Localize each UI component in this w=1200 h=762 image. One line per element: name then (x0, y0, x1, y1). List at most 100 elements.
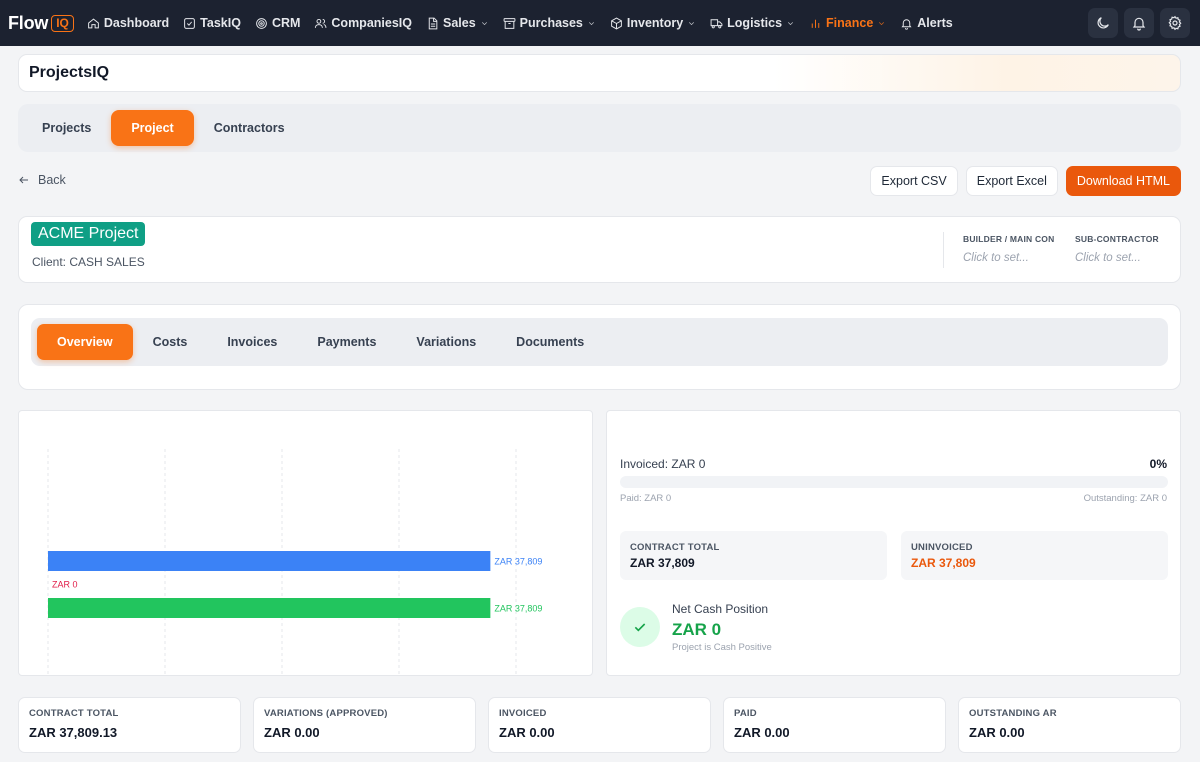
nav-item-dashboard[interactable]: Dashboard (80, 0, 176, 46)
nav-item-alerts[interactable]: Alerts (893, 0, 959, 46)
bar-value-label: ZAR 0 (52, 580, 78, 590)
subcontractor-value[interactable]: Click to set... (1075, 252, 1141, 264)
export-csv-button[interactable]: Export CSV (870, 166, 958, 196)
nav-item-purchases[interactable]: Purchases (496, 0, 603, 46)
moon-icon (1097, 17, 1109, 29)
action-buttons: Export CSV Export Excel Download HTML (870, 166, 1181, 196)
invoiced-text: Invoiced: ZAR 0 (620, 457, 706, 471)
bar-chart-icon (811, 19, 820, 28)
net-cash-status: Project is Cash Positive (672, 642, 772, 653)
overview-chart: ZAR 37,809 ZAR 0 ZAR 37,809 (18, 410, 593, 676)
gear-icon (1168, 15, 1182, 31)
contract-total-box: CONTRACT TOTAL ZAR 37,809 (620, 531, 887, 580)
truck-icon (710, 18, 723, 28)
bell-icon (1132, 17, 1146, 31)
tab-invoices[interactable]: Invoices (227, 335, 278, 349)
nav-item-finance[interactable]: Finance (802, 0, 893, 46)
notifications-button[interactable] (1124, 8, 1154, 38)
target-icon (256, 17, 267, 29)
chevron-down-icon (588, 21, 594, 25)
tab-overview[interactable]: Overview (37, 324, 133, 360)
tab-project[interactable]: Project (111, 110, 194, 146)
home-icon (88, 18, 99, 28)
nav-item-label: Purchases (519, 16, 583, 30)
subcontractor-label: SUB-CONTRACTOR (1075, 234, 1159, 244)
kpi-card: PAID ZAR 0.00 (723, 697, 946, 753)
archive-icon (503, 17, 516, 29)
contract-total-label: CONTRACT TOTAL (630, 542, 720, 553)
chevron-down-icon (879, 21, 885, 25)
nav-item-label: TaskIQ (200, 16, 241, 30)
chevron-down-icon (481, 21, 487, 25)
top-nav: Flow IQ Dashboard TaskIQ CRM CompaniesIQ Sal… (0, 0, 1200, 46)
page-header: ProjectsIQ (18, 54, 1181, 92)
checkbox-icon (184, 17, 196, 29)
kpi-card: VARIATIONS (APPROVED) ZAR 0.00 (253, 697, 476, 753)
download-html-button[interactable]: Download HTML (1065, 166, 1181, 196)
page-title: ProjectsIQ (29, 64, 110, 81)
nav-item-taskiq[interactable]: TaskIQ (176, 0, 248, 46)
users-icon (315, 18, 327, 28)
uninvoiced-label: UNINVOICED (911, 542, 973, 553)
chart-bar[interactable] (48, 551, 491, 571)
tab-contractors[interactable]: Contractors (213, 121, 285, 135)
section-tabs: Overview Costs Invoices Payments Variations D… (31, 318, 1168, 366)
project-name[interactable]: ACME Project (31, 222, 146, 246)
kpi-value: ZAR 0.00 (969, 725, 1025, 740)
export-excel-button[interactable]: Export Excel (965, 166, 1058, 196)
net-cash-value: ZAR 0 (672, 620, 722, 639)
cube-icon (611, 17, 622, 29)
builder-value[interactable]: Click to set... (963, 252, 1029, 264)
theme-toggle-button[interactable] (1088, 8, 1118, 38)
kpi-value: ZAR 0.00 (499, 725, 555, 740)
nav-item-label: Sales (442, 16, 476, 30)
summary-card: Invoiced: ZAR 0 0% Paid: ZAR 0 Outstandi… (606, 410, 1181, 676)
nav-item-sales[interactable]: Sales (419, 0, 496, 46)
kpi-label: CONTRACT TOTAL (29, 708, 119, 719)
nav-item-inventory[interactable]: Inventory (603, 0, 703, 46)
kpi-label: VARIATIONS (APPROVED) (264, 708, 388, 719)
chevron-down-icon (689, 21, 695, 25)
check-icon (634, 623, 646, 632)
tab-costs[interactable]: Costs (152, 335, 188, 349)
kpi-value: ZAR 0.00 (264, 725, 320, 740)
invoice-progress-bar (620, 476, 1168, 488)
settings-button[interactable] (1160, 8, 1190, 38)
outstanding-text: Outstanding: ZAR 0 (1083, 493, 1167, 504)
kpi-label: INVOICED (499, 708, 547, 719)
document-icon (428, 17, 438, 29)
kpi-value: ZAR 0.00 (734, 725, 790, 740)
kpi-label: OUTSTANDING AR (969, 708, 1057, 719)
arrow-left-icon (19, 176, 28, 184)
logo[interactable]: Flow IQ (8, 13, 74, 34)
back-label: Back (38, 173, 66, 187)
tab-documents[interactable]: Documents (516, 335, 585, 349)
back-link[interactable]: Back (18, 173, 66, 187)
project-card: ACME Project Client: CASH SALES BUILDER … (18, 216, 1181, 283)
contract-total-value: ZAR 37,809 (630, 556, 695, 570)
main-tabs: Projects Project Contractors (18, 104, 1181, 152)
bar-chart: ZAR 37,809 ZAR 0 ZAR 37,809 (47, 449, 542, 675)
tab-payments[interactable]: Payments (317, 335, 377, 349)
chevron-down-icon (788, 21, 794, 25)
nav-item-label: Alerts (917, 16, 953, 30)
invoiced-percent: 0% (1149, 457, 1167, 471)
nav-item-label: Inventory (626, 16, 684, 30)
tab-projects[interactable]: Projects (42, 121, 92, 135)
nav-item-label: Finance (826, 16, 874, 30)
section-tabs-card: Overview Costs Invoices Payments Variations D… (18, 304, 1181, 390)
cash-status-icon (620, 607, 660, 647)
nav-item-label: CRM (271, 16, 301, 30)
tab-variations[interactable]: Variations (416, 335, 477, 349)
net-cash-label: Net Cash Position (672, 602, 769, 616)
kpi-card: INVOICED ZAR 0.00 (488, 697, 711, 753)
nav-item-label: Logistics (727, 16, 783, 30)
uninvoiced-value: ZAR 37,809 (911, 556, 976, 570)
bar-value-label: ZAR 37,809 (494, 604, 542, 614)
divider (943, 232, 944, 268)
chart-bar[interactable] (48, 598, 491, 618)
nav-item-crm[interactable]: CRM (248, 0, 307, 46)
nav-item-logistics[interactable]: Logistics (703, 0, 802, 46)
nav-item-companiesiq[interactable]: CompaniesIQ (307, 0, 419, 46)
nav-item-label: CompaniesIQ (331, 16, 412, 30)
